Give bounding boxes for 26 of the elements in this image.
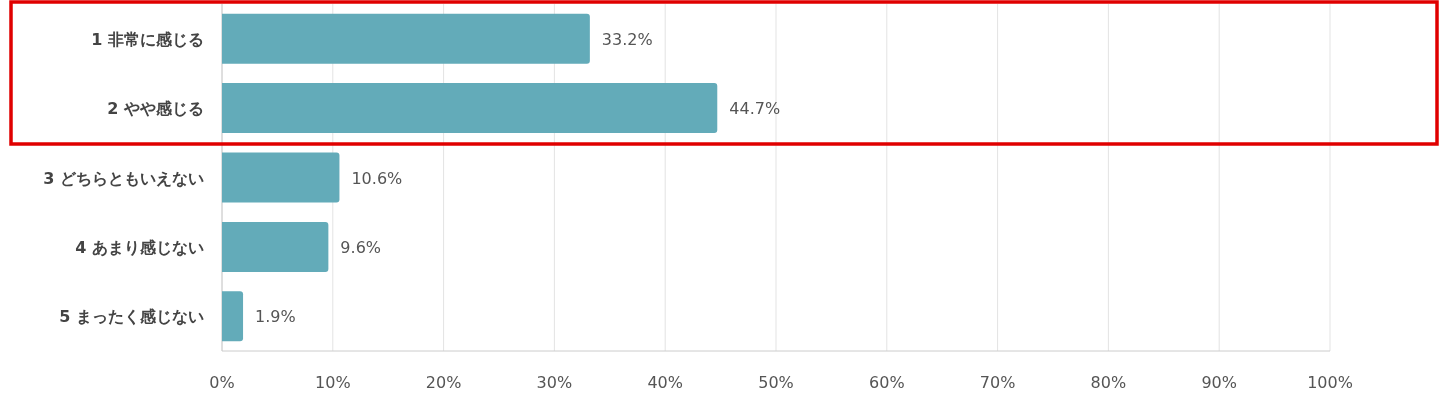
data-label: 9.6% xyxy=(340,237,382,257)
data-label: 10.6% xyxy=(351,168,403,188)
bar xyxy=(222,13,590,64)
x-tick-label: 90% xyxy=(1201,373,1237,392)
y-tick-label: 1 非常に感じる xyxy=(91,29,204,49)
y-tick-label: 2 やや感じる xyxy=(107,99,204,119)
x-tick-label: 60% xyxy=(869,373,905,392)
data-label: 33.2% xyxy=(601,29,653,49)
y-tick-label: 4 あまり感じない xyxy=(75,237,204,257)
data-label: 1.9% xyxy=(255,307,296,327)
bar xyxy=(222,152,340,203)
y-tick-label: 5 まったく感じない xyxy=(59,307,204,327)
bar xyxy=(222,291,244,342)
bar xyxy=(222,221,329,272)
x-tick-label: 20% xyxy=(425,373,462,392)
y-tick-label: 3 どちらともいえない xyxy=(43,168,204,188)
x-tick-label: 30% xyxy=(536,373,573,392)
x-tick-label: 0% xyxy=(209,373,235,392)
bar xyxy=(222,83,718,134)
data-label: 44.7% xyxy=(729,99,781,119)
x-tick-label: 80% xyxy=(1090,373,1127,392)
x-tick-label: 40% xyxy=(647,373,683,392)
x-tick-label: 50% xyxy=(758,373,794,392)
x-tick-label: 100% xyxy=(1307,373,1353,392)
x-tick-label: 10% xyxy=(315,373,351,392)
x-tick-label: 70% xyxy=(979,373,1016,392)
